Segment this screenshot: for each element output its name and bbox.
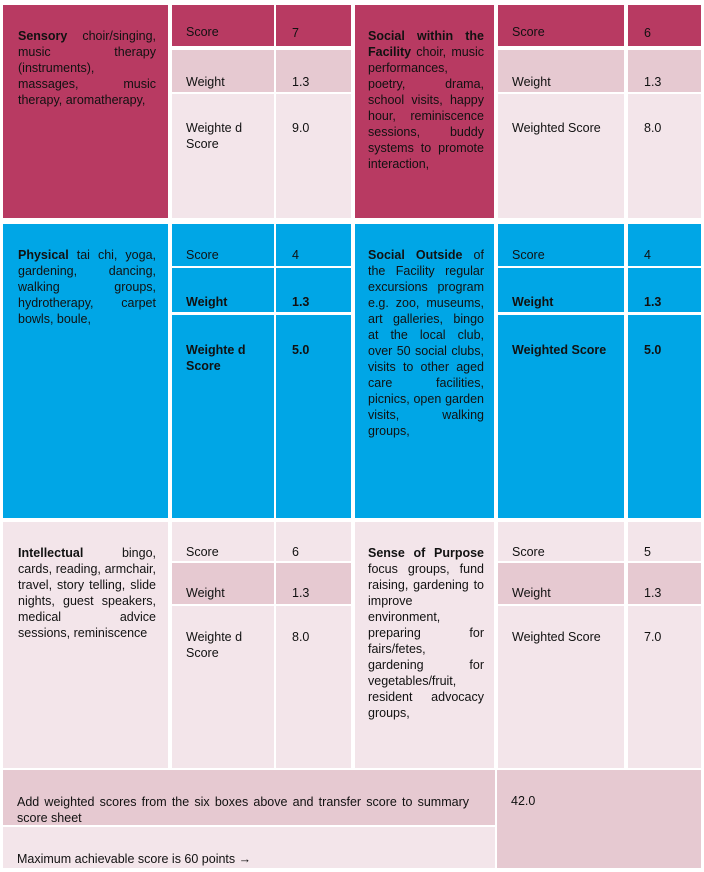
social-outside-weighted-label: Weighted Score (498, 315, 624, 518)
social-within-weight-label: Weight (498, 50, 624, 92)
physical-description: tai chi, yoga, gardening, dancing, walki… (18, 248, 156, 326)
social-outside-weighted-value: 5.0 (628, 315, 701, 518)
sense-of-purpose-description: focus groups, fund raising, gardening to… (368, 562, 484, 720)
summary-max-note: Maximum achievable score is 60 points → (17, 852, 252, 866)
sensory-title: Sensory (18, 29, 68, 43)
social-within-title: Social within the Facility (368, 29, 484, 59)
social-outside-title: Social Outside (368, 248, 463, 262)
summary-instruction-cell: Add weighted scores from the six boxes a… (3, 770, 495, 825)
social-within-weighted-value: 8.0 (628, 94, 701, 218)
sense-of-purpose-weighted-label: Weighted Score (498, 606, 624, 768)
sensory-score-value: 7 (276, 5, 351, 46)
sense-of-purpose-score-label: Score (498, 522, 624, 561)
sense-of-purpose-description-cell: Sense of Purpose focus groups, fund rais… (355, 522, 494, 768)
sensory-score-label: Score (172, 5, 274, 46)
intellectual-score-value: 6 (276, 522, 351, 561)
intellectual-title: Intellectual (18, 546, 84, 560)
social-within-description: choir, music performances, poetry, drama… (368, 45, 484, 171)
physical-weighted-value: 5.0 (276, 315, 351, 518)
sense-of-purpose-weight-label: Weight (498, 563, 624, 604)
sensory-weight-value: 1.3 (276, 50, 351, 92)
social-outside-score-label: Score (498, 224, 624, 266)
intellectual-weight-value: 1.3 (276, 563, 351, 604)
social-within-weighted-label: Weighted Score (498, 94, 624, 218)
sense-of-purpose-weight-value: 1.3 (628, 563, 701, 604)
sensory-description: choir/singing, music therapy (instrument… (18, 29, 156, 107)
physical-weighted-label: Weighte d Score (172, 315, 274, 518)
physical-score-label: Score (172, 224, 274, 266)
social-within-weight-value: 1.3 (628, 50, 701, 92)
summary-total: 42.0 (511, 794, 536, 808)
social-outside-description-cell: Social Outside of the Facility regular e… (355, 224, 494, 518)
intellectual-description: bingo, cards, reading, armchair, travel,… (18, 546, 156, 640)
social-outside-score-value: 4 (628, 224, 701, 266)
intellectual-weight-label: Weight (172, 563, 274, 604)
sense-of-purpose-weighted-value: 7.0 (628, 606, 701, 768)
summary-instruction: Add weighted scores from the six boxes a… (17, 795, 469, 825)
intellectual-score-label: Score (172, 522, 274, 561)
summary-max-cell: Maximum achievable score is 60 points → (3, 827, 495, 868)
summary-total-cell: 42.0 (497, 770, 701, 868)
physical-weight-value: 1.3 (276, 268, 351, 312)
physical-score-value: 4 (276, 224, 351, 266)
social-within-description-cell: Social within the Facility choir, music … (355, 5, 494, 218)
physical-weight-label: Weight (172, 268, 274, 312)
sense-of-purpose-score-value: 5 (628, 522, 701, 561)
social-outside-weight-value: 1.3 (628, 268, 701, 312)
sensory-weighted-value: 9.0 (276, 94, 351, 218)
intellectual-description-cell: Intellectual bingo, cards, reading, armc… (3, 522, 168, 768)
sensory-weight-label: Weight (172, 50, 274, 92)
social-outside-description: of the Facility regular excursions progr… (368, 248, 484, 438)
sense-of-purpose-title: Sense of Purpose (368, 546, 484, 560)
sensory-weighted-label: Weighte d Score (172, 94, 274, 218)
social-within-score-label: Score (498, 5, 624, 46)
intellectual-weighted-value: 8.0 (276, 606, 351, 768)
sensory-description-cell: Sensory choir/singing, music therapy (in… (3, 5, 168, 218)
physical-title: Physical (18, 248, 69, 262)
intellectual-weighted-label: Weighte d Score (172, 606, 274, 768)
social-outside-weight-label: Weight (498, 268, 624, 312)
social-within-score-value: 6 (628, 5, 701, 46)
physical-description-cell: Physical tai chi, yoga, gardening, danci… (3, 224, 168, 518)
